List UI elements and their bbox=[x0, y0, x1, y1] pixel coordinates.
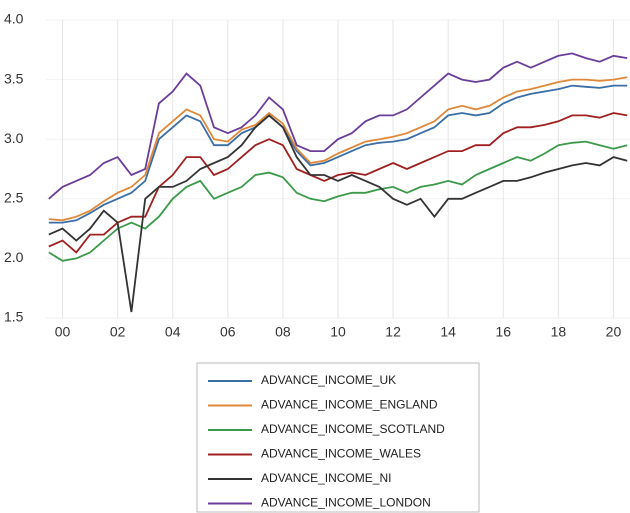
x-tick-label: 12 bbox=[385, 324, 401, 340]
series-line bbox=[48, 84, 628, 224]
x-tick-label: 02 bbox=[110, 324, 126, 340]
x-tick-label: 04 bbox=[165, 324, 181, 340]
legend-label: ADVANCE_INCOME_UK bbox=[261, 373, 396, 387]
x-tick-label: 06 bbox=[220, 324, 236, 340]
y-tick-label: 3.5 bbox=[4, 70, 24, 86]
legend-label: ADVANCE_INCOME_ENGLAND bbox=[261, 398, 438, 412]
legend-label: ADVANCE_INCOME_LONDON bbox=[261, 496, 431, 510]
y-tick-label: 3.0 bbox=[4, 130, 24, 146]
x-tick-label: 16 bbox=[495, 324, 511, 340]
series-line bbox=[48, 114, 628, 313]
legend-box bbox=[196, 362, 480, 513]
x-tick-label: 08 bbox=[275, 324, 291, 340]
x-tick-label: 20 bbox=[606, 324, 622, 340]
y-tick-label: 4.0 bbox=[4, 11, 24, 27]
x-tick-label: 18 bbox=[551, 324, 567, 340]
legend-label: ADVANCE_INCOME_NI bbox=[261, 471, 391, 485]
y-tick-label: 1.5 bbox=[4, 309, 24, 325]
series-line bbox=[48, 52, 628, 200]
legend-label: ADVANCE_INCOME_WALES bbox=[261, 447, 421, 461]
series-line bbox=[48, 112, 628, 254]
x-tick-label: 14 bbox=[440, 324, 456, 340]
y-tick-label: 2.5 bbox=[4, 190, 24, 206]
legend-label: ADVANCE_INCOME_SCOTLAND bbox=[261, 422, 445, 436]
x-tick-label: 00 bbox=[55, 324, 71, 340]
x-tick-label: 10 bbox=[330, 324, 346, 340]
series-line bbox=[48, 140, 628, 262]
y-tick-label: 2.0 bbox=[4, 249, 24, 265]
legend: ADVANCE_INCOME_UK ADVANCE_INCOME_ENGLAND A… bbox=[208, 373, 445, 510]
series-line bbox=[48, 76, 628, 222]
